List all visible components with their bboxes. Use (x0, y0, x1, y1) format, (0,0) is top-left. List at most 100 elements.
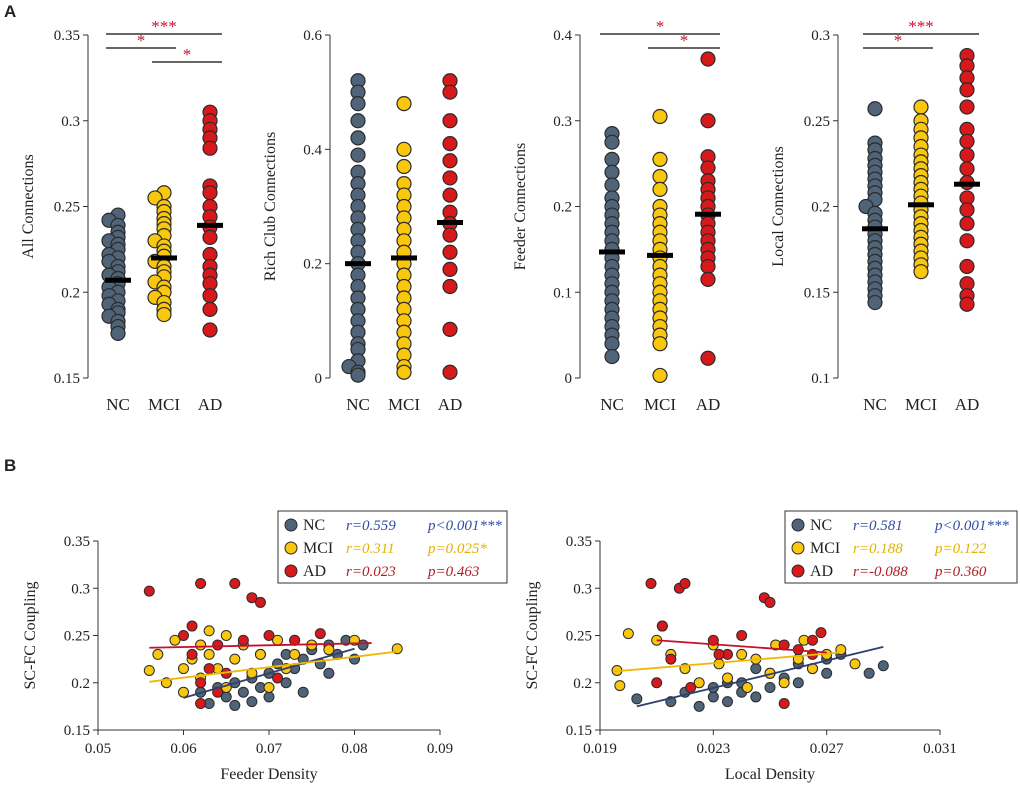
data-point-nc (604, 348, 620, 365)
data-point-ad (178, 630, 189, 641)
legend-r-value: r=0.188 (853, 541, 903, 557)
y-tick-label: 0.15 (54, 371, 80, 387)
y-axis-label: SC-FC Coupling (524, 581, 541, 689)
data-point-ad (272, 672, 284, 684)
data-point-mci (652, 108, 668, 125)
data-point-mci (913, 264, 929, 280)
data-point-nc (863, 667, 875, 679)
y-tick-label: 0.35 (566, 534, 592, 550)
data-point-nc (229, 699, 241, 711)
data-point-mci (652, 367, 668, 384)
data-point-mci (169, 634, 181, 646)
data-point-ad (202, 301, 218, 317)
mean-bar-ad (695, 211, 721, 217)
legend-marker-mci (791, 541, 805, 555)
y-tick-label: 0.35 (64, 534, 90, 550)
data-point-ad (202, 140, 218, 156)
data-point-ad (700, 350, 716, 366)
data-point-ad (700, 113, 716, 129)
y-tick-label: 0.2 (811, 200, 830, 216)
y-axis-label: Local Connections (770, 146, 787, 266)
data-point-ad (736, 630, 748, 641)
y-tick-label: 0.15 (64, 723, 90, 739)
data-point-mci (263, 681, 275, 693)
data-point-ad (959, 82, 975, 98)
data-point-nc (821, 667, 833, 679)
data-point-ad (713, 648, 725, 660)
data-point-nc (350, 95, 366, 112)
x-category-label: MCI (148, 395, 180, 414)
data-point-nc (350, 147, 366, 163)
legend-p-value: p=0.122 (934, 541, 987, 557)
x-tick-label: 0.08 (341, 741, 367, 757)
significance-marker: * (183, 45, 192, 64)
data-point-nc (867, 101, 883, 117)
legend-marker-nc (791, 518, 805, 532)
legend-box (784, 510, 1018, 584)
strip-chart-feeder-connections: 0 0.1 0.2 0.3 0.4 Feeder Connections NC MCI AD * * (512, 17, 721, 414)
legend-r-value: r=-0.088 (853, 564, 908, 580)
x-category-label: AD (438, 395, 463, 414)
legend: NC r=0.559 p<0.001*** MCI r=0.311 p=0.025* AD r… (277, 510, 508, 584)
significance-marker: *** (908, 17, 934, 36)
data-point-nc (867, 294, 883, 311)
y-axis-label: Rich Club Connections (262, 132, 279, 281)
y-tick-label: 0.2 (573, 676, 592, 692)
data-point-nc (323, 667, 335, 679)
data-point-ad (959, 161, 975, 177)
legend-label: MCI (303, 540, 333, 557)
x-tick-label: 0.019 (583, 741, 617, 757)
y-axis-label: Feeder Connections (512, 143, 529, 271)
data-point-nc (604, 151, 620, 167)
x-tick-label: 0.06 (170, 741, 197, 757)
mean-bar-ad (197, 222, 223, 228)
mean-bar-nc (599, 249, 625, 255)
strip-chart-all-connections: 0.15 0.2 0.25 0.3 0.35 All Connections NC MCI AD… (20, 17, 223, 414)
mean-bar-mci (908, 202, 934, 208)
data-point-mci (652, 168, 668, 185)
data-point-nc (110, 325, 126, 342)
data-point-mci (622, 628, 634, 640)
y-tick-label: 0.3 (811, 28, 830, 44)
data-point-nc (750, 691, 762, 703)
data-point-ad (645, 578, 657, 590)
data-point-ad (807, 634, 818, 646)
data-point-mci (289, 648, 301, 660)
y-tick-label: 0.6 (303, 28, 322, 44)
legend-r-value: r=0.311 (346, 541, 395, 557)
x-category-label: AD (696, 395, 721, 414)
legend-r-value: r=0.581 (853, 518, 903, 534)
mean-bar-nc (345, 261, 371, 267)
data-point-ad (186, 648, 198, 660)
data-point-ad (700, 258, 716, 275)
y-tick-label: 0.2 (61, 285, 80, 301)
fit-line-nc (636, 645, 884, 708)
data-point-mci (396, 95, 412, 112)
fit-line-ad (656, 639, 827, 654)
data-point-mci (741, 681, 753, 693)
mean-bar-ad (954, 181, 980, 187)
data-point-ad (442, 113, 458, 129)
legend-box (277, 510, 508, 584)
data-point-mci (652, 181, 668, 197)
fit-line-nc (183, 647, 355, 699)
significance-marker: * (894, 31, 903, 50)
y-tick-label: 0.35 (54, 28, 80, 44)
data-point-mci (652, 151, 668, 167)
data-point-ad (700, 51, 716, 67)
data-point-ad (959, 258, 975, 275)
x-category-label: MCI (905, 395, 937, 414)
data-point-nc (280, 677, 292, 689)
data-point-nc (237, 686, 249, 698)
data-point-ad (707, 634, 719, 646)
y-tick-label: 0.25 (54, 200, 80, 216)
data-point-ad (959, 233, 975, 249)
data-point-ad (237, 634, 249, 646)
x-tick-label: 0.09 (427, 741, 453, 757)
legend-marker-nc (284, 518, 298, 532)
mean-bar-mci (391, 255, 417, 261)
data-point-mci (152, 648, 164, 660)
x-category-label: AD (198, 395, 223, 414)
legend-marker-ad (284, 564, 298, 578)
